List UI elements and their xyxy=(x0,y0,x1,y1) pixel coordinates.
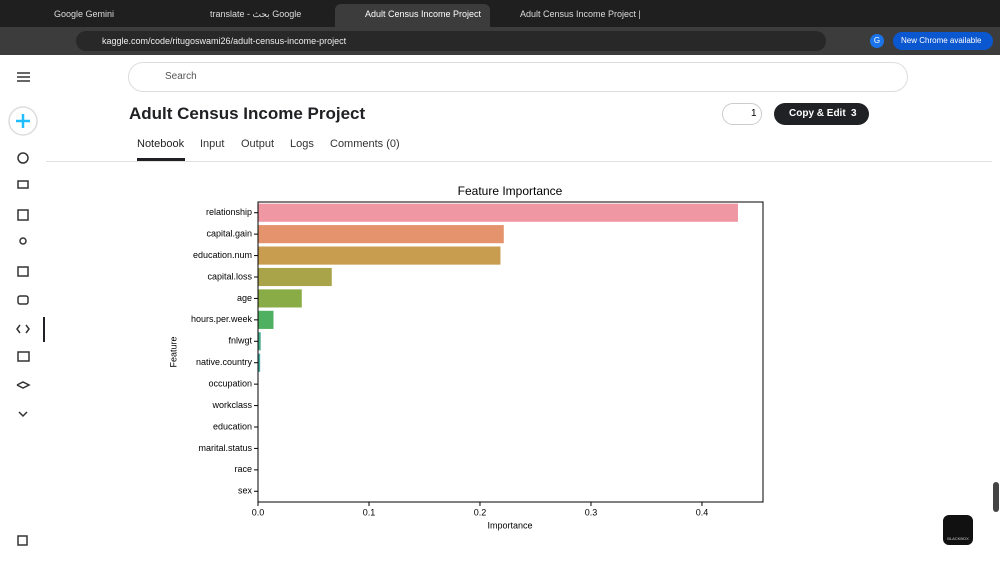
y-tick-label: fnlwgt xyxy=(228,336,252,346)
y-tick-label: relationship xyxy=(206,207,252,217)
chart-title: Feature Importance xyxy=(458,184,563,198)
y-tick-label: race xyxy=(234,464,252,474)
x-tick-label: 0.2 xyxy=(474,507,487,517)
y-axis-label: Feature xyxy=(168,336,178,367)
y-tick-label: native.country xyxy=(196,357,253,367)
bar xyxy=(258,226,503,243)
x-axis-label: Importance xyxy=(487,520,532,530)
y-tick-label: occupation xyxy=(208,379,252,389)
y-tick-label: capital.loss xyxy=(207,271,252,281)
x-tick-label: 0.4 xyxy=(696,507,709,517)
x-tick-label: 0.1 xyxy=(363,507,376,517)
y-tick-label: workclass xyxy=(211,400,252,410)
y-tick-label: capital.gain xyxy=(206,229,252,239)
y-tick-label: hours.per.week xyxy=(191,314,253,324)
x-tick-label: 0.0 xyxy=(252,507,265,517)
bar xyxy=(258,247,500,264)
bar xyxy=(258,268,331,285)
y-tick-label: education xyxy=(213,421,252,431)
bar xyxy=(258,311,273,328)
y-tick-label: sex xyxy=(238,486,253,496)
y-tick-label: education.num xyxy=(193,250,252,260)
y-tick-label: age xyxy=(237,293,252,303)
x-tick-label: 0.3 xyxy=(585,507,598,517)
bar xyxy=(258,290,301,307)
y-tick-label: marital.status xyxy=(198,443,252,453)
bar xyxy=(258,204,737,221)
